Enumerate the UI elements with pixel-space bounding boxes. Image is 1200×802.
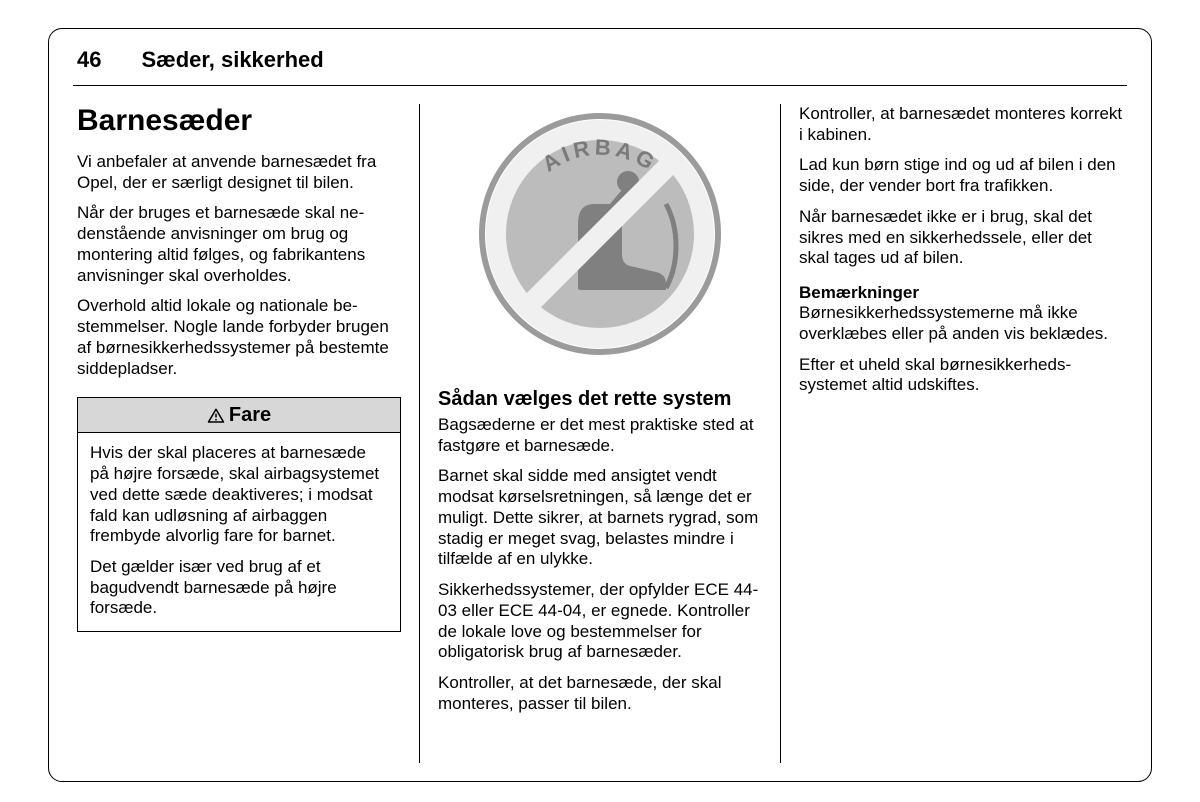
subsection-heading: Sådan vælges det rette system: [438, 388, 762, 411]
body-paragraph: Lad kun børn stige ind og ud af bilen i …: [799, 155, 1123, 196]
column-3: Kontroller, at barnesædet monteres korre…: [781, 104, 1127, 763]
danger-box: Fare Hvis der skal placeres at barne­sæd…: [77, 397, 401, 632]
body-paragraph: Børnesikkerhedssystemerne må ikke overkl…: [799, 303, 1123, 344]
body-paragraph: Vi anbefaler at anvende barnesædet fra O…: [77, 152, 401, 193]
page-frame: 46 Sæder, sikkerhed Barnesæder Vi anbefa…: [48, 28, 1152, 782]
chapter-title: Sæder, sikkerhed: [141, 47, 323, 73]
body-paragraph: Efter et uheld skal børnesikkerheds­syst…: [799, 355, 1123, 396]
header-rule: [73, 85, 1127, 86]
column-1: Barnesæder Vi anbefaler at anvende barne…: [73, 104, 419, 763]
danger-title: Fare: [78, 398, 400, 433]
body-paragraph: Bagsæderne er det mest praktiske sted at…: [438, 415, 762, 456]
airbag-prohibition-icon: AIRBAG: [438, 104, 762, 364]
body-paragraph: Kontroller, at det barnesæde, der skal m…: [438, 673, 762, 714]
body-paragraph: Kontroller, at barnesædet monteres korre…: [799, 104, 1123, 145]
page-header: 46 Sæder, sikkerhed: [73, 33, 1127, 81]
danger-paragraph: Hvis der skal placeres at barne­sæde på …: [90, 443, 388, 547]
danger-title-text: Fare: [229, 404, 271, 427]
warning-icon: [207, 407, 225, 425]
column-2: AIRBAG Sådan vælges det rette system Bag…: [420, 104, 780, 763]
remarks-label: Bemærkninger: [799, 283, 1123, 303]
danger-body: Hvis der skal placeres at barne­sæde på …: [78, 433, 400, 631]
body-paragraph: Overhold altid lokale og nationale be­st…: [77, 296, 401, 379]
body-paragraph: Sikkerhedssystemer, der opfylder ECE 44-…: [438, 580, 762, 663]
body-paragraph: Barnet skal sidde med ansigtet vendt mod…: [438, 466, 762, 570]
columns-container: Barnesæder Vi anbefaler at anvende barne…: [73, 104, 1127, 763]
page-number: 46: [77, 47, 101, 73]
body-paragraph: Når barnesædet ikke er i brug, skal det …: [799, 207, 1123, 269]
danger-paragraph: Det gælder især ved brug af et bagudvend…: [90, 557, 388, 619]
body-paragraph: Når der bruges et barnesæde skal ne­dens…: [77, 203, 401, 286]
section-heading: Barnesæder: [77, 104, 401, 138]
